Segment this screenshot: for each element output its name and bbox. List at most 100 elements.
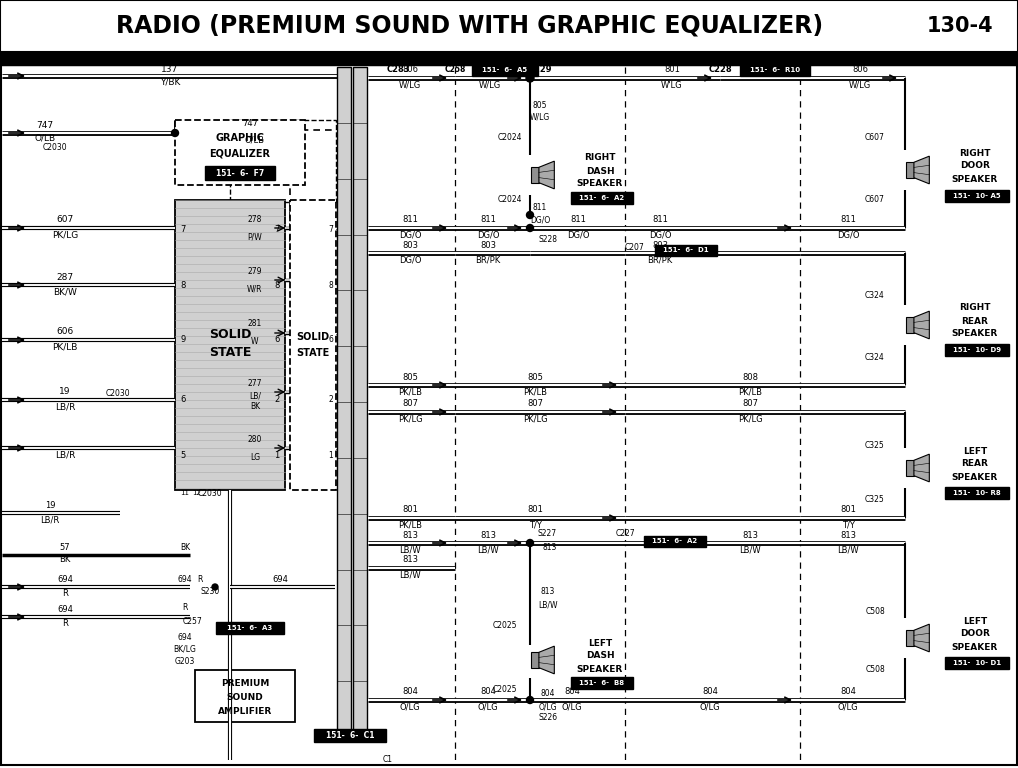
FancyBboxPatch shape [571, 192, 633, 204]
Text: S228: S228 [539, 236, 558, 244]
Text: 6: 6 [180, 396, 185, 405]
Text: 1: 1 [329, 451, 333, 459]
Text: BR/PK: BR/PK [647, 256, 673, 264]
FancyBboxPatch shape [906, 317, 914, 333]
FancyBboxPatch shape [531, 652, 539, 667]
Text: 277: 277 [247, 379, 263, 388]
Text: PK/LB: PK/LB [738, 388, 762, 396]
Text: O/LG: O/LG [562, 703, 582, 711]
Text: PK/LG: PK/LG [738, 415, 762, 423]
Text: EQUALIZER: EQUALIZER [210, 149, 271, 159]
Text: C508: C508 [866, 607, 886, 617]
Text: SPEAKER: SPEAKER [952, 174, 998, 184]
Text: 6: 6 [274, 336, 280, 345]
Text: C258: C258 [444, 65, 465, 74]
Text: LB/R: LB/R [55, 402, 75, 412]
Text: 2: 2 [329, 396, 333, 405]
FancyBboxPatch shape [216, 622, 284, 634]
Text: 9: 9 [180, 336, 185, 345]
Text: 803: 803 [402, 240, 418, 250]
Text: 694: 694 [57, 574, 73, 584]
Text: W'LG: W'LG [661, 81, 683, 90]
Polygon shape [914, 156, 929, 184]
Text: 805: 805 [402, 372, 418, 382]
Text: C508: C508 [866, 666, 886, 674]
Text: 279: 279 [247, 266, 263, 276]
Text: DG/O: DG/O [399, 256, 421, 264]
Polygon shape [914, 624, 929, 652]
Text: LB/R: LB/R [55, 451, 75, 459]
Text: 804: 804 [840, 687, 856, 697]
Polygon shape [914, 311, 929, 339]
Text: 151-  6-  A5: 151- 6- A5 [483, 67, 527, 73]
Text: DOOR: DOOR [960, 630, 989, 638]
Text: REAR: REAR [962, 316, 988, 326]
Text: W: W [251, 337, 259, 346]
FancyBboxPatch shape [337, 67, 351, 737]
Text: 151-  6-  B8: 151- 6- B8 [579, 680, 625, 686]
Text: W/R: W/R [247, 284, 263, 293]
Text: 807: 807 [402, 399, 418, 409]
Text: 151-  6-  C1: 151- 6- C1 [326, 730, 375, 740]
FancyBboxPatch shape [0, 52, 1018, 65]
Text: RADIO (PREMIUM SOUND WITH GRAPHIC EQUALIZER): RADIO (PREMIUM SOUND WITH GRAPHIC EQUALI… [116, 14, 824, 38]
Text: DG/O: DG/O [530, 216, 550, 224]
Text: O/LG: O/LG [699, 703, 721, 711]
Text: 813: 813 [480, 531, 496, 539]
FancyBboxPatch shape [175, 120, 305, 185]
Text: C1: C1 [383, 756, 393, 764]
Text: 807: 807 [527, 399, 543, 409]
Text: P/W: P/W [247, 233, 263, 241]
Text: 8: 8 [329, 280, 333, 290]
Text: STATE: STATE [296, 348, 330, 358]
Text: 813: 813 [742, 531, 758, 539]
Text: 151-  6-  A2: 151- 6- A2 [579, 195, 625, 201]
Text: DG/O: DG/O [476, 230, 499, 240]
Circle shape [526, 539, 533, 547]
Text: 747: 747 [242, 118, 258, 127]
Text: O/LB: O/LB [245, 135, 265, 144]
Text: DOOR: DOOR [960, 161, 989, 170]
Text: O/LG: O/LG [838, 703, 858, 711]
FancyBboxPatch shape [945, 487, 1009, 499]
Text: C2025: C2025 [493, 686, 517, 694]
Text: SPEAKER: SPEAKER [577, 180, 623, 188]
Text: O/LG: O/LG [477, 703, 499, 711]
Text: C228: C228 [709, 65, 732, 74]
Text: 811: 811 [532, 204, 547, 213]
Text: 151-  6-  F7: 151- 6- F7 [216, 168, 264, 177]
Text: 151-  10- R8: 151- 10- R8 [953, 490, 1001, 496]
Text: C325: C325 [865, 441, 885, 449]
Text: C324: C324 [865, 353, 885, 362]
Text: BR/PK: BR/PK [475, 256, 501, 264]
Text: 151-  10- A5: 151- 10- A5 [953, 193, 1001, 199]
Text: 606: 606 [56, 327, 73, 336]
Text: GRAPHIC: GRAPHIC [216, 133, 265, 143]
Circle shape [526, 224, 533, 231]
Text: PK/LG: PK/LG [522, 415, 548, 423]
FancyBboxPatch shape [0, 0, 1018, 52]
Text: 19: 19 [45, 501, 55, 509]
Text: LG: LG [250, 452, 260, 462]
Text: PK/LB: PK/LB [523, 388, 547, 396]
Text: C282: C282 [332, 58, 356, 67]
Text: 694: 694 [57, 604, 73, 614]
Circle shape [526, 74, 534, 82]
Text: 811: 811 [840, 216, 856, 224]
Text: W/LG: W/LG [849, 81, 871, 90]
Text: 803: 803 [652, 240, 668, 250]
Text: SPEAKER: SPEAKER [952, 472, 998, 482]
Text: 7: 7 [329, 226, 334, 234]
Text: C2025: C2025 [493, 621, 517, 631]
FancyBboxPatch shape [644, 535, 706, 547]
Text: DG/O: DG/O [837, 230, 859, 240]
Text: 2: 2 [275, 396, 280, 405]
Text: RIGHT: RIGHT [584, 154, 616, 163]
Text: LB/W: LB/W [739, 545, 760, 554]
Text: LB/
BK: LB/ BK [249, 392, 261, 411]
Text: 811: 811 [653, 216, 668, 224]
Text: 804: 804 [402, 687, 418, 697]
Text: 281: 281 [247, 319, 262, 329]
Circle shape [526, 211, 533, 219]
Text: LB/W: LB/W [399, 571, 420, 580]
